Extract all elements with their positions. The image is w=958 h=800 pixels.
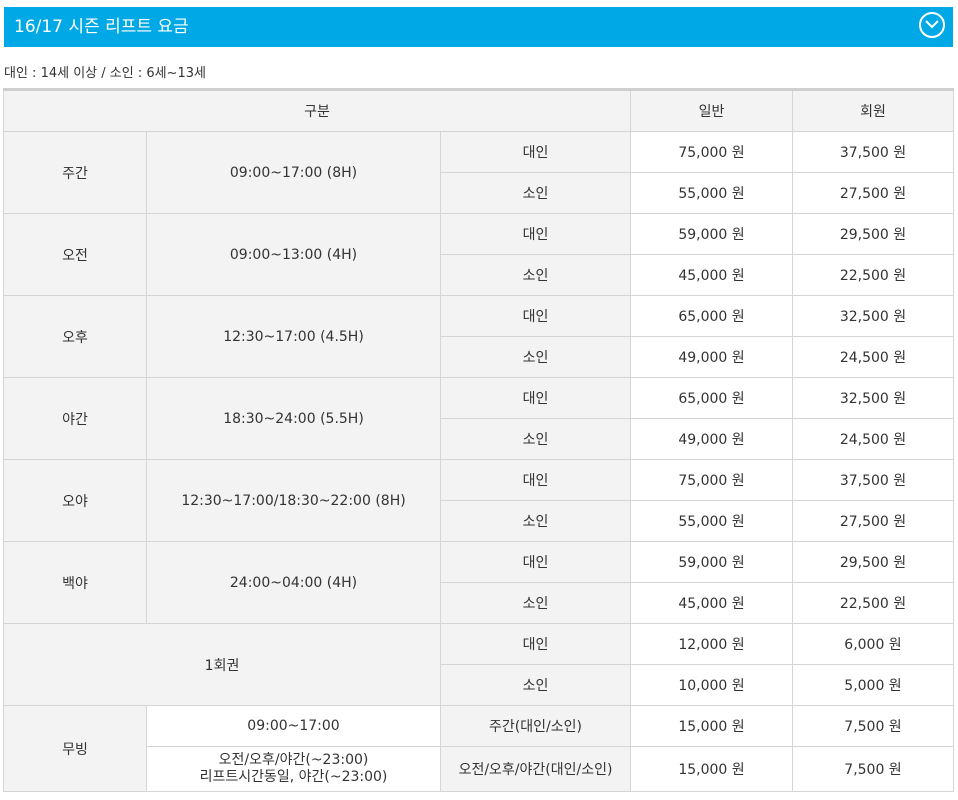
- table-row: 소인 10,000 원 5,000 원: [4, 664, 954, 706]
- age-note: 대인 : 14세 이상 / 소인 : 6세~13세: [4, 66, 206, 81]
- ticket-type: 소인: [440, 582, 631, 624]
- group-name: 주간: [3, 131, 147, 214]
- section-title: 16/17 시즌 리프트 요금: [14, 17, 189, 37]
- ticket-type: 대인: [440, 459, 631, 501]
- ticket-type: 주간(대인/소인): [440, 705, 631, 747]
- price-general: 65,000 원: [630, 377, 793, 419]
- table-row: 소인 45,000 원 22,500 원: [4, 582, 954, 624]
- price-member: 37,500 원: [792, 459, 954, 501]
- price-general: 75,000 원: [630, 131, 793, 173]
- price-member: 24,500 원: [792, 418, 954, 460]
- table-row: 소인 49,000 원 24,500 원: [4, 336, 954, 378]
- ticket-type: 대인: [440, 213, 631, 255]
- price-member: 6,000 원: [792, 623, 954, 665]
- price-general: 15,000 원: [630, 705, 793, 747]
- price-member: 7,500 원: [792, 705, 954, 747]
- table-row: 백야 24:00~04:00 (4H) 대인 59,000 원 29,500 원: [3, 541, 954, 624]
- table-row: 오후 12:30~17:00 (4.5H) 대인 65,000 원 32,500…: [3, 295, 954, 378]
- ticket-type: 대인: [440, 131, 631, 173]
- ticket-type: 대인: [440, 541, 631, 583]
- group-name: 오전: [3, 213, 147, 296]
- table-row: 1회권 대인 12,000 원 6,000 원: [3, 623, 954, 706]
- price-member: 24,500 원: [792, 336, 954, 378]
- moving-time: 오전/오후/야간(~23:00) 리프트시간동일, 야간(~23:00): [146, 746, 441, 792]
- single-ticket-name: 1회권: [3, 623, 441, 706]
- price-general: 49,000 원: [630, 418, 793, 460]
- price-general: 10,000 원: [630, 664, 793, 706]
- table-row: 소인 55,000 원 27,500 원: [4, 172, 954, 214]
- price-member: 32,500 원: [792, 295, 954, 337]
- price-general: 55,000 원: [630, 500, 793, 542]
- price-general: 59,000 원: [630, 541, 793, 583]
- ticket-type: 대인: [440, 623, 631, 665]
- price-member: 29,500 원: [792, 541, 954, 583]
- group-name: 야간: [3, 377, 147, 460]
- table-row: 소인 55,000 원 27,500 원: [4, 500, 954, 542]
- table-row: 야간 18:30~24:00 (5.5H) 대인 65,000 원 32,500…: [3, 377, 954, 460]
- price-member: 37,500 원: [792, 131, 954, 173]
- table-row: 소인 49,000 원 24,500 원: [4, 418, 954, 460]
- price-member: 22,500 원: [792, 254, 954, 296]
- price-general: 49,000 원: [630, 336, 793, 378]
- group-time: 09:00~13:00 (4H): [146, 213, 441, 296]
- lift-fee-table: 구분 일반 회원 주간 09:00~17:00 (8H) 대인 75,000 원…: [3, 88, 954, 792]
- group-time: 24:00~04:00 (4H): [146, 541, 441, 624]
- group-name: 백야: [3, 541, 147, 624]
- ticket-type: 대인: [440, 295, 631, 337]
- price-member: 7,500 원: [792, 746, 954, 792]
- moving-time-line2: 리프트시간동일, 야간(~23:00): [199, 769, 388, 785]
- ticket-type: 소인: [440, 254, 631, 296]
- ticket-type: 소인: [440, 664, 631, 706]
- table-header-row: 구분 일반 회원: [3, 88, 954, 132]
- price-general: 59,000 원: [630, 213, 793, 255]
- moving-ticket-name: 무빙: [3, 705, 147, 792]
- price-member: 22,500 원: [792, 582, 954, 624]
- ticket-type: 오전/오후/야간(대인/소인): [440, 746, 631, 792]
- table-row: 소인 45,000 원 22,500 원: [4, 254, 954, 296]
- price-general: 15,000 원: [630, 746, 793, 792]
- chevron-down-icon[interactable]: [919, 12, 945, 38]
- header-general: 일반: [630, 88, 793, 132]
- price-general: 45,000 원: [630, 582, 793, 624]
- table-row: 오전 09:00~13:00 (4H) 대인 59,000 원 29,500 원: [3, 213, 954, 296]
- moving-time: 09:00~17:00: [146, 705, 441, 747]
- price-member: 29,500 원: [792, 213, 954, 255]
- ticket-type: 대인: [440, 377, 631, 419]
- table-row: 무빙 09:00~17:00 주간(대인/소인) 15,000 원 7,500 …: [3, 705, 954, 792]
- header-category: 구분: [3, 88, 631, 132]
- group-time: 09:00~17:00 (8H): [146, 131, 441, 214]
- table-row: 오야 12:30~17:00/18:30~22:00 (8H) 대인 75,00…: [3, 459, 954, 542]
- table-row: 주간 09:00~17:00 (8H) 대인 75,000 원 37,500 원: [3, 131, 954, 214]
- group-time: 12:30~17:00/18:30~22:00 (8H): [146, 459, 441, 542]
- group-name: 오후: [3, 295, 147, 378]
- ticket-type: 소인: [440, 500, 631, 542]
- price-member: 32,500 원: [792, 377, 954, 419]
- table-row: 오전/오후/야간(~23:00) 리프트시간동일, 야간(~23:00) 오전/…: [4, 746, 954, 792]
- group-time: 12:30~17:00 (4.5H): [146, 295, 441, 378]
- ticket-type: 소인: [440, 418, 631, 460]
- price-general: 12,000 원: [630, 623, 793, 665]
- section-header[interactable]: 16/17 시즌 리프트 요금: [4, 7, 953, 47]
- price-general: 55,000 원: [630, 172, 793, 214]
- ticket-type: 소인: [440, 172, 631, 214]
- ticket-type: 소인: [440, 336, 631, 378]
- header-member: 회원: [792, 88, 954, 132]
- price-member: 27,500 원: [792, 500, 954, 542]
- moving-time-line1: 오전/오후/야간(~23:00): [218, 752, 369, 768]
- price-general: 65,000 원: [630, 295, 793, 337]
- price-member: 27,500 원: [792, 172, 954, 214]
- price-member: 5,000 원: [792, 664, 954, 706]
- group-time: 18:30~24:00 (5.5H): [146, 377, 441, 460]
- group-name: 오야: [3, 459, 147, 542]
- price-general: 45,000 원: [630, 254, 793, 296]
- price-general: 75,000 원: [630, 459, 793, 501]
